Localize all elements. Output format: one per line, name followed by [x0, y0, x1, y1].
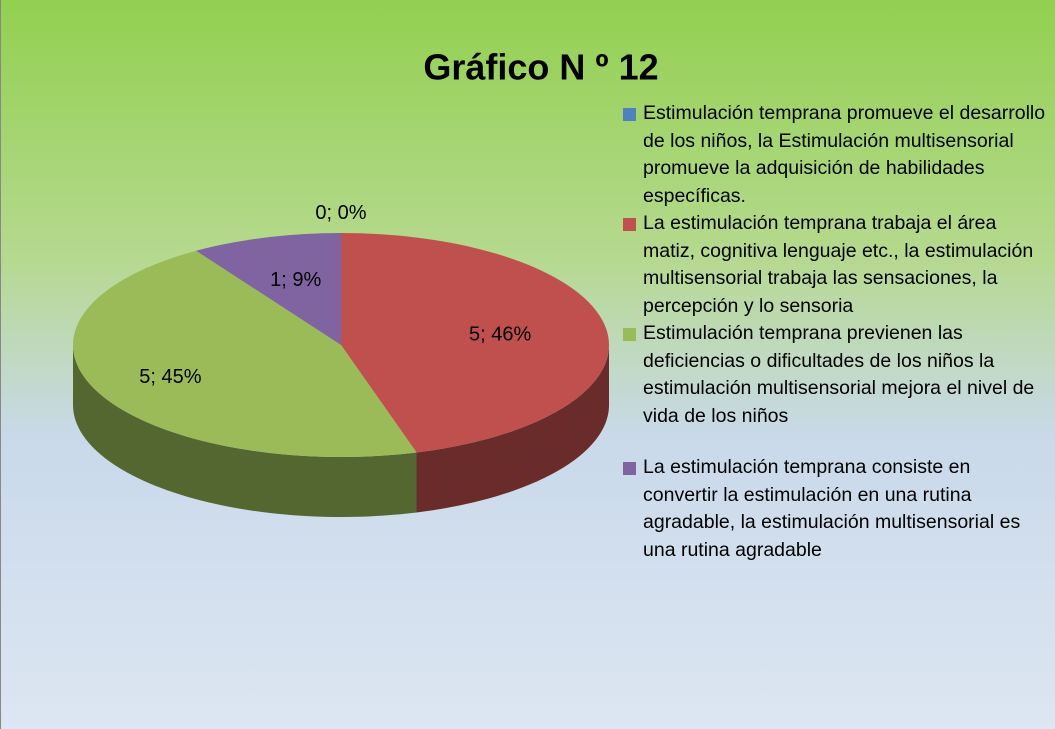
data-label: 1; 9%: [270, 269, 321, 291]
legend-item: La estimulación temprana consiste en con…: [623, 454, 1048, 564]
slice: [73, 250, 417, 457]
legend-swatch: [623, 218, 636, 231]
legend-item: Estimulación temprana previenen las defi…: [623, 320, 1048, 430]
legend-item: Estimulación temprana promueve el desarr…: [623, 100, 1048, 210]
legend-swatch: [623, 108, 636, 121]
legend-swatch: [623, 462, 636, 475]
chart-title: Gráfico N º 12: [423, 47, 658, 88]
data-label: 0; 0%: [315, 202, 366, 224]
slice-side: [416, 345, 609, 513]
data-label: 5; 46%: [469, 324, 531, 346]
legend-item: La estimulación temprana trabaja el área…: [623, 210, 1048, 320]
legend-label: Estimulación temprana previenen las defi…: [643, 322, 1035, 427]
legend: Estimulación temprana promueve el desarr…: [623, 100, 1048, 564]
slice: [196, 233, 341, 345]
data-label: 5; 45%: [139, 366, 201, 388]
legend-swatch: [623, 328, 636, 341]
slice-side: [73, 345, 417, 517]
slice: [341, 233, 609, 453]
legend-label: Estimulación temprana promueve el desarr…: [643, 102, 1046, 207]
legend-label: La estimulación temprana consiste en con…: [643, 456, 1021, 561]
legend-label: La estimulación temprana trabaja el área…: [643, 212, 1034, 317]
